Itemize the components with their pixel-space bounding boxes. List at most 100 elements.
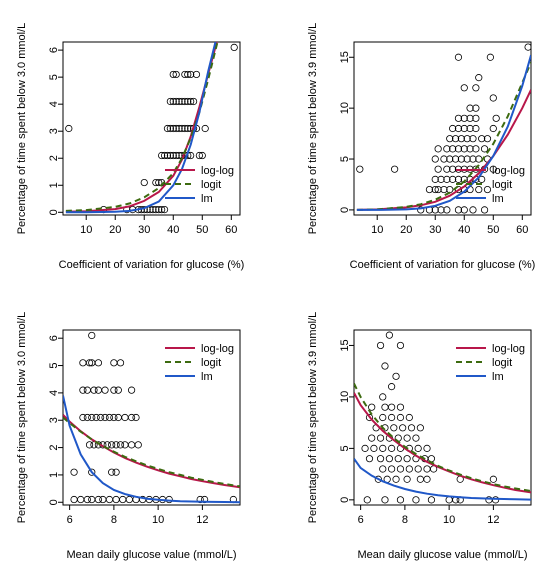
legend-label-lm: lm <box>201 193 213 205</box>
x-tick-label: 10 <box>80 224 92 236</box>
data-point <box>158 205 166 214</box>
data-point <box>175 124 183 133</box>
data-point <box>116 359 125 367</box>
data-point <box>112 468 120 476</box>
x-tick-label: 60 <box>516 224 528 236</box>
y-tick-label: 15 <box>339 339 351 351</box>
data-point <box>88 468 96 476</box>
data-point <box>178 124 186 133</box>
legend: log-log logit lm <box>456 165 525 205</box>
data-point <box>110 386 118 394</box>
data-point <box>423 465 431 473</box>
data-point <box>472 104 480 112</box>
x-tick-label: 50 <box>196 224 208 236</box>
data-point <box>365 413 374 422</box>
data-point <box>379 465 387 473</box>
data-point <box>417 206 425 214</box>
data-point <box>388 444 396 452</box>
data-point <box>489 475 497 483</box>
data-point <box>388 465 396 473</box>
data-point <box>90 386 98 394</box>
data-point <box>391 165 399 173</box>
legend-label-lm: lm <box>201 371 213 383</box>
data-point <box>101 386 109 394</box>
data-point <box>396 403 405 411</box>
y-tick-label: 5 <box>48 74 60 80</box>
data-point <box>443 145 451 153</box>
data-point <box>379 444 387 452</box>
data-point <box>489 165 497 173</box>
data-point <box>423 444 431 452</box>
data-point <box>396 465 405 473</box>
data-point <box>460 206 468 214</box>
y-tick-label: 1 <box>48 472 60 478</box>
x-tick-label: 20 <box>400 224 412 236</box>
series-line-logit <box>63 416 240 488</box>
data-point <box>192 70 201 79</box>
data-point <box>446 155 454 163</box>
x-tick-label: 20 <box>109 224 121 236</box>
data-point <box>155 178 163 187</box>
data-point <box>437 206 445 214</box>
y-tick-label: 0 <box>48 209 60 215</box>
data-point <box>388 413 396 422</box>
data-point <box>454 114 463 122</box>
data-point <box>169 97 177 106</box>
data-point <box>434 185 442 194</box>
data-point <box>449 145 457 153</box>
data-point <box>425 185 434 194</box>
data-point <box>449 165 457 173</box>
data-point <box>94 495 103 504</box>
data-point <box>363 496 371 504</box>
data-point <box>163 124 172 133</box>
data-point <box>489 94 497 102</box>
data-point <box>480 206 489 214</box>
data-point <box>469 155 477 163</box>
plot-frame <box>62 41 241 216</box>
data-point <box>486 53 494 61</box>
data-point <box>423 475 431 483</box>
data-point <box>376 455 385 463</box>
data-point <box>184 70 192 79</box>
data-point <box>414 444 422 452</box>
data-point <box>466 104 474 112</box>
y-tick-label: 0 <box>339 497 351 503</box>
data-point <box>230 43 238 52</box>
x-tick-label: 8 <box>402 514 408 526</box>
series-line-logit <box>356 62 531 211</box>
data-point <box>79 413 87 422</box>
data-point <box>443 175 451 183</box>
data-point <box>83 413 91 422</box>
data-point <box>385 455 393 463</box>
data-point <box>392 475 400 483</box>
data-point <box>379 413 387 422</box>
data-point <box>463 155 471 163</box>
series-line-lm <box>65 42 217 214</box>
data-point <box>155 205 163 214</box>
data-point <box>105 413 114 422</box>
data-point <box>85 441 94 449</box>
data-point <box>112 495 120 504</box>
y-tick-label: 0 <box>339 207 351 213</box>
x-axis-title: Coefficient of variation for glucose (%) <box>350 259 536 271</box>
data-point <box>160 205 169 214</box>
data-point <box>449 124 457 133</box>
data-point <box>437 175 445 183</box>
data-point <box>466 145 474 153</box>
legend-label-logit: logit <box>201 357 221 369</box>
data-point <box>475 185 483 194</box>
data-point <box>457 155 465 163</box>
legend-label-logit: logit <box>492 179 512 191</box>
data-point <box>368 434 376 442</box>
x-tick-label: 6 <box>358 514 364 526</box>
x-tick-label: 10 <box>443 514 455 526</box>
data-point <box>414 465 422 473</box>
x-tick-label: 10 <box>371 224 383 236</box>
data-point <box>121 441 129 449</box>
data-point <box>403 475 411 483</box>
data-point <box>457 135 465 143</box>
data-point <box>356 165 364 173</box>
legend-label-log-log: log-log <box>201 165 234 177</box>
data-point <box>469 135 477 143</box>
chart-panel-4: 6 8 10 12 0 5 10 15 Mean daily glucose value (mm… <box>307 312 532 561</box>
